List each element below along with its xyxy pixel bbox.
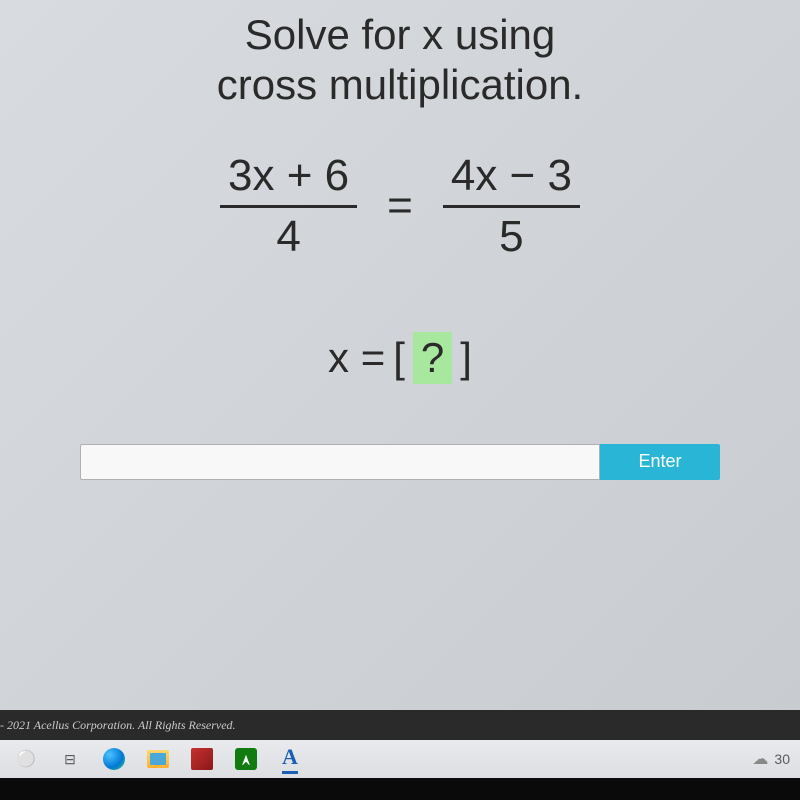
equals-sign: = — [387, 181, 413, 231]
answer-input[interactable] — [80, 444, 600, 480]
left-denominator: 4 — [276, 208, 300, 262]
enter-button[interactable]: Enter — [600, 444, 720, 480]
answer-placeholder[interactable]: ? — [413, 332, 452, 384]
edge-icon[interactable] — [98, 744, 130, 774]
copyright-text: - 2021 Acellus Corporation. All Rights R… — [0, 718, 236, 732]
search-icon[interactable]: ⚪ — [10, 744, 42, 774]
right-denominator: 5 — [499, 208, 523, 262]
equation: 3x + 6 4 = 4x − 3 5 — [0, 151, 800, 262]
answer-bracket-close: ] — [460, 334, 472, 382]
taskbar-right: ☁ 30 — [752, 749, 796, 769]
weather-icon[interactable]: ☁ — [752, 749, 768, 769]
copyright-bar: - 2021 Acellus Corporation. All Rights R… — [0, 710, 800, 740]
app-screen: Solve for x using cross multiplication. … — [0, 0, 800, 740]
title-line-2: cross multiplication. — [0, 60, 800, 110]
xbox-icon[interactable] — [230, 744, 262, 774]
input-row: Enter — [80, 444, 720, 480]
windows-taskbar: ⚪ ⊟ A ☁ 30 — [0, 740, 800, 778]
right-fraction: 4x − 3 5 — [443, 151, 580, 262]
right-numerator: 4x − 3 — [443, 151, 580, 208]
left-fraction: 3x + 6 4 — [220, 151, 357, 262]
taskview-icon[interactable]: ⊟ — [54, 744, 86, 774]
answer-prompt: x = [?] — [0, 332, 800, 384]
app-red-icon[interactable] — [186, 744, 218, 774]
answer-bracket-open: [ — [393, 334, 405, 382]
left-numerator: 3x + 6 — [220, 151, 357, 208]
problem-title: Solve for x using cross multiplication. — [0, 10, 800, 111]
file-explorer-icon[interactable] — [142, 744, 174, 774]
problem-content: Solve for x using cross multiplication. … — [0, 0, 800, 480]
monitor-bezel — [0, 778, 800, 800]
temperature-label[interactable]: 30 — [774, 751, 790, 767]
title-line-1: Solve for x using — [0, 10, 800, 60]
answer-prefix: x = — [328, 334, 385, 382]
acellus-icon[interactable]: A — [274, 744, 306, 774]
